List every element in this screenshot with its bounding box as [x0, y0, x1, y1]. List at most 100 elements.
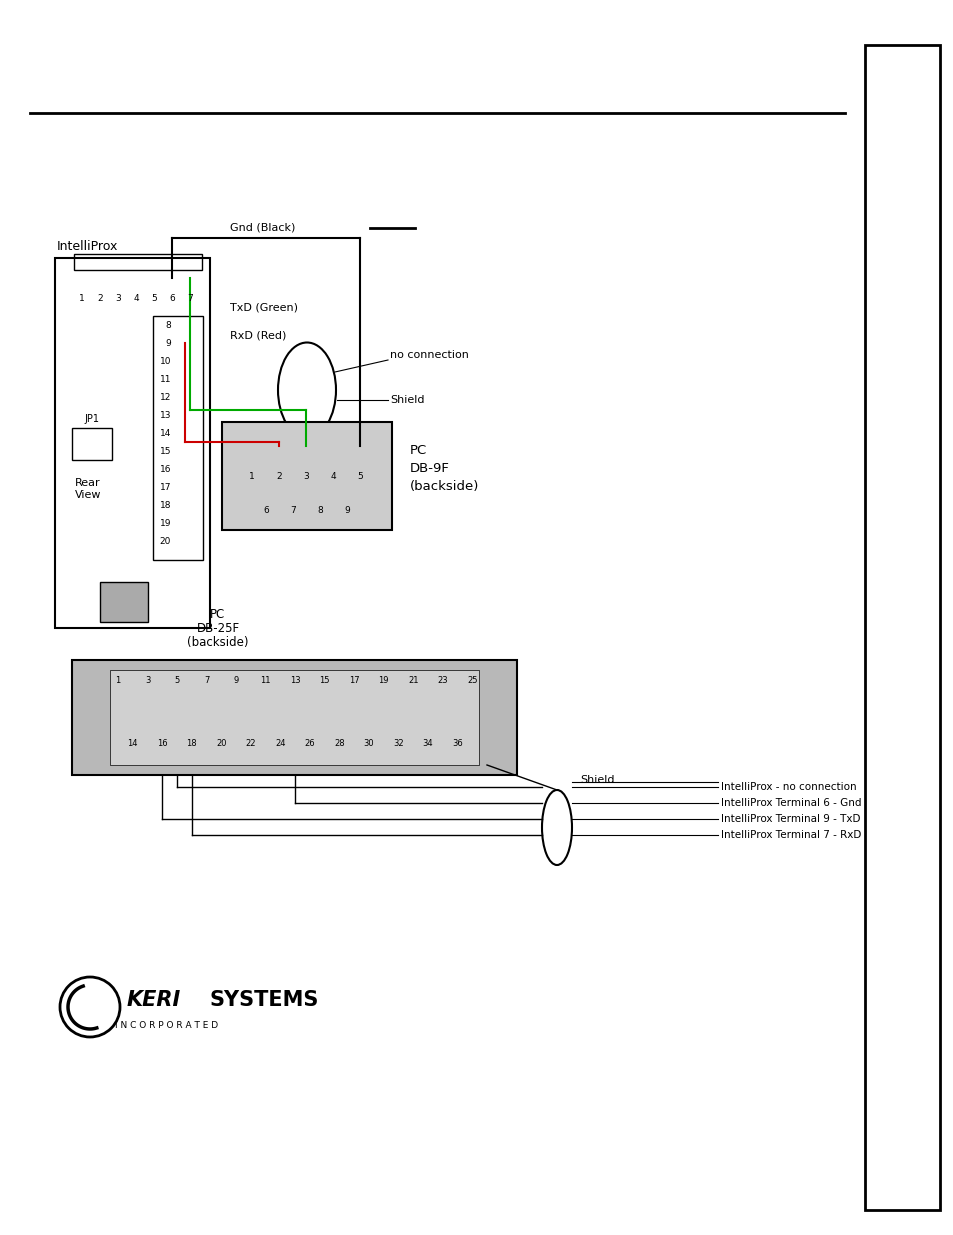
- Circle shape: [180, 482, 190, 492]
- Circle shape: [270, 446, 288, 464]
- Text: 32: 32: [393, 739, 403, 748]
- Text: 11: 11: [260, 676, 271, 685]
- Text: 36: 36: [452, 739, 462, 748]
- Text: 5: 5: [356, 472, 362, 480]
- Circle shape: [485, 705, 512, 731]
- Text: 16: 16: [159, 464, 171, 473]
- Circle shape: [148, 272, 160, 284]
- Text: 5: 5: [174, 676, 179, 685]
- Circle shape: [184, 272, 195, 284]
- Circle shape: [243, 446, 261, 464]
- Text: 20: 20: [159, 536, 171, 546]
- Text: no connection: no connection: [390, 350, 468, 359]
- Circle shape: [288, 685, 302, 699]
- Text: TxD (Green): TxD (Green): [230, 303, 297, 312]
- Circle shape: [180, 429, 190, 438]
- Text: PC: PC: [410, 445, 427, 457]
- Circle shape: [274, 725, 287, 739]
- Circle shape: [180, 536, 190, 546]
- Text: 25: 25: [467, 676, 477, 685]
- Text: (backside): (backside): [410, 480, 478, 493]
- Text: 13: 13: [290, 676, 300, 685]
- Text: 4: 4: [330, 472, 335, 480]
- Circle shape: [180, 356, 190, 366]
- Bar: [95, 441, 104, 450]
- Text: JP1: JP1: [85, 414, 99, 424]
- Circle shape: [480, 760, 493, 771]
- Text: 14: 14: [128, 739, 138, 748]
- Circle shape: [347, 685, 361, 699]
- Text: 19: 19: [159, 519, 171, 527]
- Circle shape: [376, 685, 391, 699]
- Circle shape: [332, 725, 346, 739]
- Bar: [80, 441, 89, 450]
- Circle shape: [391, 725, 405, 739]
- Text: DB-9F: DB-9F: [410, 462, 450, 475]
- Text: 5: 5: [151, 294, 156, 303]
- Circle shape: [317, 685, 332, 699]
- Text: 19: 19: [378, 676, 389, 685]
- Text: 10: 10: [159, 357, 171, 366]
- Circle shape: [170, 685, 184, 699]
- Text: 6: 6: [169, 294, 174, 303]
- Circle shape: [180, 391, 190, 403]
- Circle shape: [60, 977, 120, 1037]
- Circle shape: [94, 272, 106, 284]
- Circle shape: [406, 685, 419, 699]
- Text: 7: 7: [290, 506, 295, 515]
- Text: 3: 3: [115, 294, 121, 303]
- Text: 21: 21: [408, 676, 418, 685]
- Text: DB-25F: DB-25F: [196, 622, 239, 635]
- Circle shape: [76, 272, 88, 284]
- Circle shape: [284, 480, 302, 498]
- Text: 11: 11: [159, 374, 171, 384]
- Circle shape: [130, 272, 142, 284]
- Bar: [222, 422, 392, 530]
- Text: 24: 24: [274, 739, 285, 748]
- Circle shape: [465, 685, 478, 699]
- Circle shape: [420, 725, 435, 739]
- Circle shape: [199, 685, 213, 699]
- Circle shape: [214, 725, 228, 739]
- Circle shape: [166, 272, 178, 284]
- Bar: [74, 254, 202, 270]
- Bar: [100, 582, 148, 622]
- Circle shape: [180, 338, 190, 348]
- Text: IntelliProx Terminal 9 - TxD: IntelliProx Terminal 9 - TxD: [720, 814, 860, 824]
- Circle shape: [351, 446, 369, 464]
- Text: Gnd (Black): Gnd (Black): [230, 224, 295, 233]
- Circle shape: [180, 410, 190, 420]
- Circle shape: [244, 725, 257, 739]
- Bar: [55, 258, 210, 629]
- Text: Rear
View: Rear View: [74, 478, 101, 500]
- Text: 26: 26: [304, 739, 314, 748]
- Circle shape: [77, 705, 103, 731]
- Circle shape: [112, 272, 124, 284]
- Text: 8: 8: [165, 321, 171, 330]
- Text: (backside): (backside): [187, 636, 249, 650]
- Text: 12: 12: [159, 393, 171, 401]
- Circle shape: [126, 725, 139, 739]
- Text: 9: 9: [165, 338, 171, 347]
- Circle shape: [361, 725, 375, 739]
- Circle shape: [229, 685, 243, 699]
- Circle shape: [155, 725, 169, 739]
- Bar: [71, 659, 517, 776]
- Bar: [152, 316, 203, 559]
- Text: I N C O R P O R A T E D: I N C O R P O R A T E D: [115, 1020, 218, 1030]
- Text: 34: 34: [422, 739, 433, 748]
- Circle shape: [71, 321, 105, 354]
- Text: 13: 13: [159, 410, 171, 420]
- Text: SYSTEMS: SYSTEMS: [210, 990, 319, 1010]
- Circle shape: [180, 464, 190, 474]
- Text: 2: 2: [276, 472, 281, 480]
- Circle shape: [450, 725, 464, 739]
- Circle shape: [256, 480, 274, 498]
- Text: 1: 1: [249, 472, 254, 480]
- Text: PC: PC: [211, 608, 226, 621]
- Text: 4: 4: [133, 294, 139, 303]
- Bar: [864, 44, 939, 1210]
- Text: 1: 1: [115, 676, 120, 685]
- Circle shape: [311, 480, 329, 498]
- Text: 14: 14: [159, 429, 171, 437]
